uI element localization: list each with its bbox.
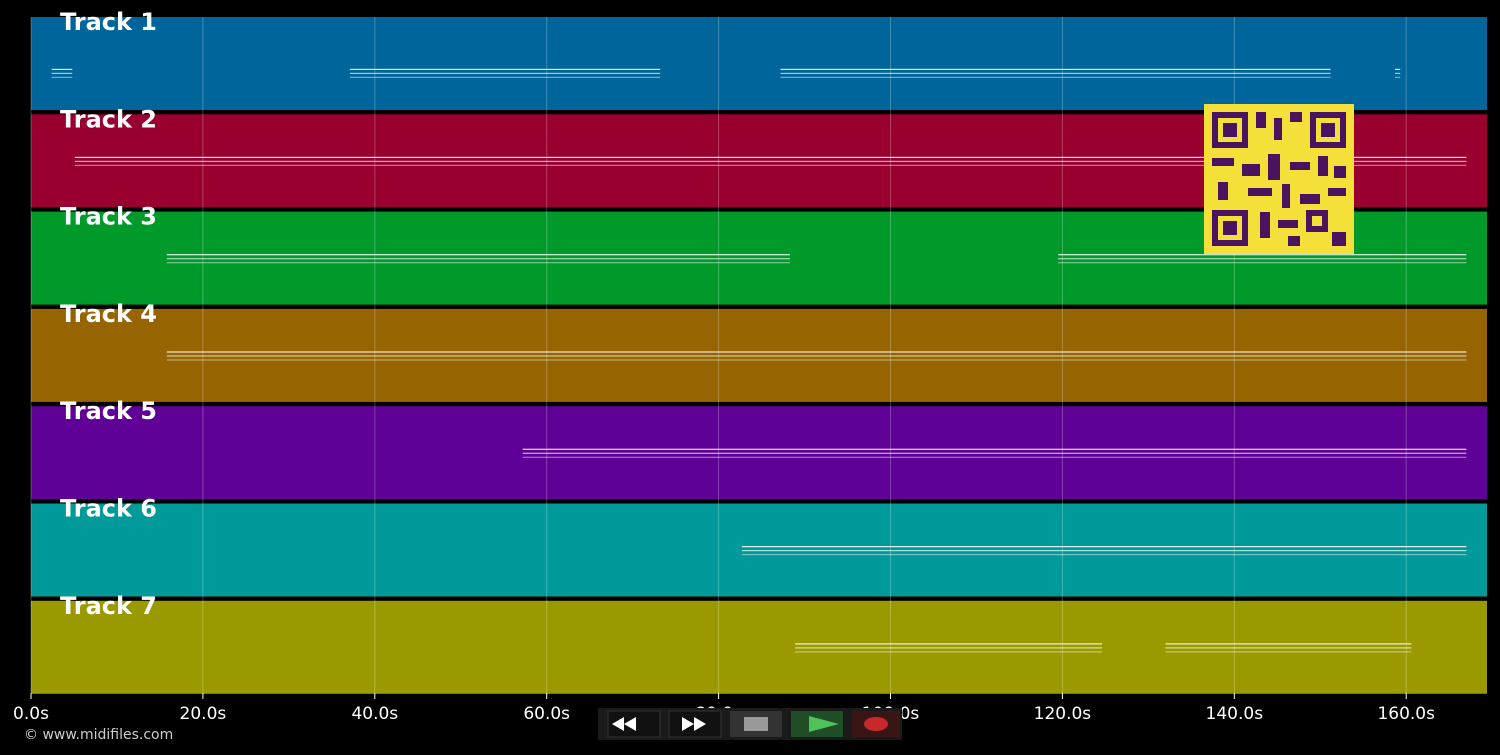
note-line [741,546,1467,548]
note-line [522,448,1467,450]
note-line [1058,254,1467,256]
note-line [1395,72,1401,74]
note-span [741,546,1467,556]
track-label: Track 5 [60,397,157,425]
forward-button[interactable] [668,710,722,738]
note-line [349,76,661,78]
note-span [522,448,1467,458]
rewind-button[interactable] [607,710,661,738]
note-line [74,164,1467,166]
x-tick-label: 120.0s [1034,704,1092,724]
play-button[interactable] [791,711,843,737]
note-line [166,262,790,264]
note-line [795,643,1102,645]
note-line [1165,643,1412,645]
note-line [349,68,661,70]
note-line [780,76,1331,78]
note-span [795,643,1102,653]
note-line [51,72,73,74]
note-line [74,156,1467,158]
record-button[interactable] [852,711,900,737]
note-span [166,254,790,264]
track-label: Track 6 [60,495,157,523]
note-line [1395,76,1401,78]
note-span [1395,68,1401,78]
stop-button[interactable] [730,711,782,737]
note-line [74,160,1467,162]
track-label: Track 3 [60,203,157,231]
note-line [1058,262,1467,264]
track-label: Track 2 [60,105,157,133]
x-tick-label: 140.0s [1206,704,1264,724]
note-line [795,647,1102,649]
x-tick-label: 160.0s [1377,704,1435,724]
note-line [741,554,1467,556]
note-line [166,254,790,256]
qr-code [1204,104,1354,254]
x-tick-label: 60.0s [523,704,570,724]
note-line [166,351,1467,353]
x-tick-label: 40.0s [351,704,398,724]
tracks: Track 1 Track 2 Track 3 Track 4 Track 5 Track… [31,8,1487,694]
note-span [166,351,1467,361]
note-span [1165,643,1412,653]
track-label: Track 7 [60,592,157,620]
note-line [51,76,73,78]
note-span [349,68,661,78]
note-line [522,456,1467,458]
note-span [51,68,73,78]
note-line [780,72,1331,74]
x-tick-label: 0.0s [13,704,49,724]
footer: © www.midifiles.com [24,727,173,743]
note-line [166,355,1467,357]
x-tick-label: 20.0s [180,704,227,724]
note-line [795,651,1102,653]
note-line [1165,651,1412,653]
note-line [51,68,73,70]
note-span [74,156,1467,166]
note-line [780,68,1331,70]
track-label: Track 1 [60,8,157,36]
note-span [780,68,1331,78]
note-line [1165,647,1412,649]
note-line [1058,258,1467,260]
note-line [166,258,790,260]
note-line [522,452,1467,454]
note-span [1058,254,1467,264]
track-background [31,17,1487,110]
player-controls [598,708,902,740]
track-label: Track 4 [60,300,157,328]
note-line [349,72,661,74]
note-line [741,550,1467,552]
note-line [166,359,1467,361]
note-line [1395,68,1401,70]
